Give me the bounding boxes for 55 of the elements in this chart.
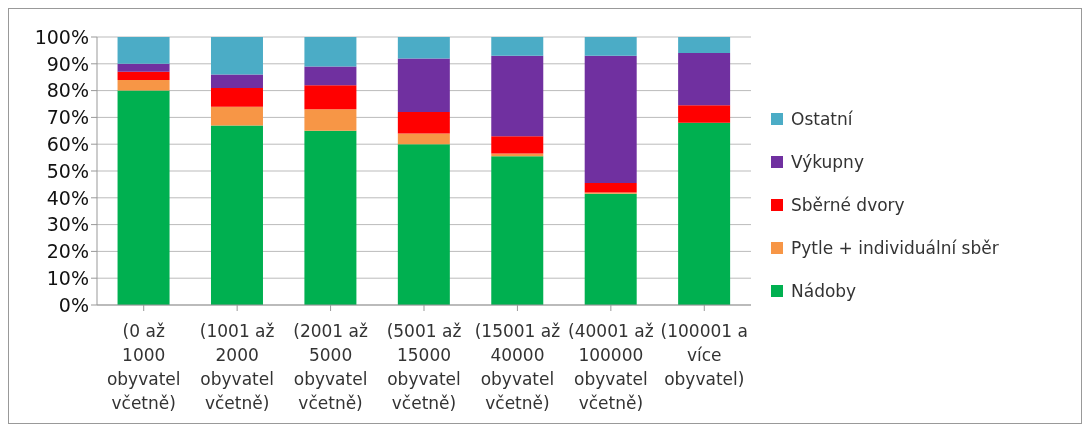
y-tick-label: 0% — [58, 293, 89, 316]
y-tick-label: 90% — [46, 52, 89, 75]
bar — [210, 106, 263, 126]
bar — [584, 37, 637, 56]
bar — [397, 58, 450, 113]
bar — [397, 112, 450, 134]
y-tick-label: 20% — [46, 240, 89, 263]
y-tick-label: 50% — [46, 159, 89, 182]
bar — [304, 109, 357, 131]
x-tick-label: (0 až 1000 obyvatel včetně) — [106, 321, 181, 413]
y-tick-label: 10% — [46, 266, 89, 289]
bar — [491, 55, 544, 137]
bar — [584, 193, 637, 305]
legend-label: Pytle + individuální sběr — [791, 237, 999, 258]
bar — [304, 130, 357, 305]
bar — [117, 63, 170, 72]
bar — [117, 37, 170, 64]
bar — [304, 85, 357, 110]
x-tick-label: (2001 až 5000 obyvatel včetně) — [293, 321, 368, 413]
bar — [210, 74, 263, 88]
bar — [678, 53, 731, 106]
y-tick-label: 100% — [34, 25, 89, 48]
bar — [584, 55, 637, 184]
bar — [304, 66, 357, 86]
bar — [210, 87, 263, 107]
bar — [678, 122, 731, 305]
bar — [491, 156, 544, 305]
y-tick-label: 70% — [46, 106, 89, 129]
bar — [397, 133, 450, 145]
y-tick-label: 60% — [46, 132, 89, 155]
legend-label: Ostatní — [791, 108, 853, 129]
bar — [397, 37, 450, 59]
bar — [117, 90, 170, 305]
legend-label: Výkupny — [791, 151, 864, 172]
bar — [210, 37, 263, 75]
y-tick-label: 80% — [46, 79, 89, 102]
y-tick-label: 30% — [46, 213, 89, 236]
bar — [304, 37, 357, 67]
legend-label: Nádoby — [791, 280, 857, 301]
x-tick-label: (1001 až 2000 obyvatel včetně) — [199, 321, 275, 413]
bar — [491, 136, 544, 154]
y-tick-label: 40% — [46, 186, 89, 209]
legend-label: Sběrné dvory — [791, 194, 905, 215]
bar — [117, 79, 170, 91]
bar — [397, 144, 450, 305]
x-tick-label: (100001 a více obyvatel) — [660, 321, 748, 389]
bar — [491, 37, 544, 56]
x-tick-label: (15001 až 40000 obyvatel včetně) — [474, 321, 561, 413]
bar — [210, 125, 263, 305]
bar — [117, 71, 170, 80]
bar — [584, 183, 637, 193]
x-tick-label: (40001 až 100000 obyvatel včetně) — [568, 321, 654, 413]
bar — [678, 105, 731, 123]
x-tick-label: (5001 až 15000 obyvatel včetně) — [386, 321, 462, 413]
bar — [678, 37, 731, 54]
